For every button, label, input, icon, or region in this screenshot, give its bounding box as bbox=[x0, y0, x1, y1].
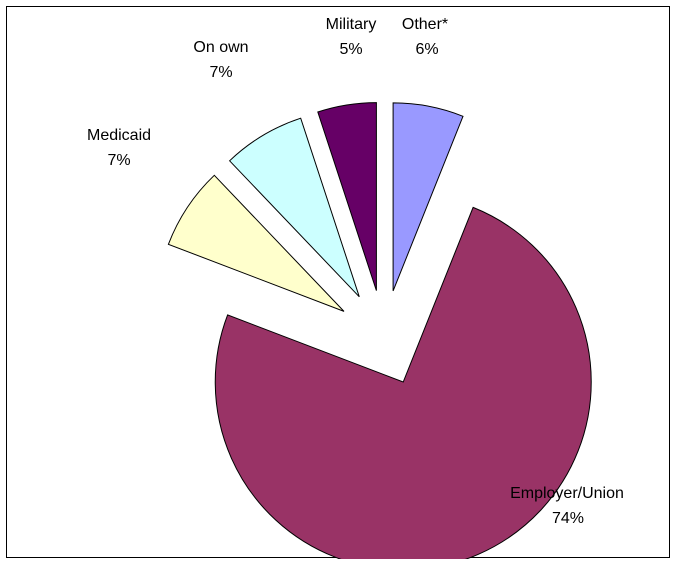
label-employer-name: Employer/Union bbox=[510, 485, 624, 502]
label-other-pct: 6% bbox=[415, 41, 438, 58]
pie-slice-medicaid bbox=[167, 174, 345, 312]
pie-slice-on-own bbox=[228, 117, 360, 298]
label-other-name: Other* bbox=[402, 16, 448, 33]
label-military-pct: 5% bbox=[339, 41, 362, 58]
pie-slice-military bbox=[317, 102, 377, 291]
label-employer-pct: 74% bbox=[552, 510, 584, 527]
chart-frame: Other* 6% Military 5% On own 7% Medicaid… bbox=[6, 6, 670, 559]
label-medicaid-pct: 7% bbox=[107, 152, 130, 169]
pie-slice-other bbox=[392, 102, 464, 292]
pie-slices bbox=[167, 102, 592, 559]
pie-chart: Other* 6% Military 5% On own 7% Medicaid… bbox=[87, 16, 624, 559]
slice-labels: Other* 6% Military 5% On own 7% Medicaid… bbox=[87, 16, 624, 527]
label-onown-name: On own bbox=[193, 39, 248, 56]
label-onown-pct: 7% bbox=[209, 64, 232, 81]
label-medicaid-name: Medicaid bbox=[87, 127, 151, 144]
label-military-name: Military bbox=[326, 16, 377, 33]
pie-slice-employer-union bbox=[214, 206, 592, 559]
